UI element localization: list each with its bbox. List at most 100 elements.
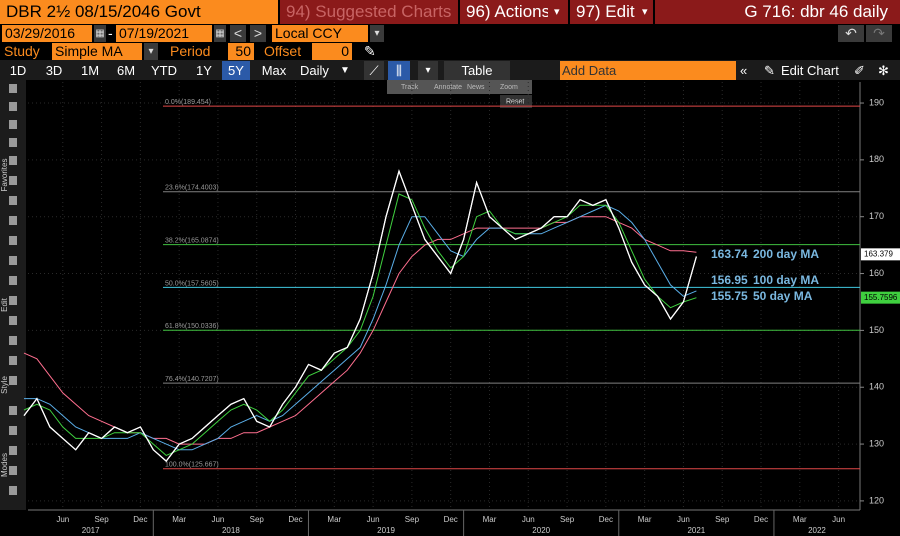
range-button[interactable]: 1Y [196,63,212,78]
y-tick-label: 140 [869,382,884,392]
x-tick-label: Sep [250,515,265,524]
chart-tool: News [467,84,485,91]
x-tick-label: Mar [638,515,652,524]
reset-label[interactable]: Reset [506,98,524,105]
collapse-icon[interactable]: « [740,63,748,78]
calendar-icon[interactable]: ▦ [214,25,226,42]
frequency-menu[interactable]: Daily [300,63,329,78]
year-label: 2019 [377,526,395,535]
ma-name: 100 day MA [753,273,819,287]
x-tick-label: Sep [94,515,109,524]
x-tick-label: Jun [367,515,380,524]
range-button[interactable]: 1D [9,63,27,78]
moving-average [23,193,697,456]
currency-field[interactable]: Local CCY [272,25,368,42]
range-button[interactable]: 5Y [222,61,250,80]
draw-icon[interactable]: ✐ [854,63,865,78]
x-tick-label: Sep [560,515,575,524]
x-tick-label: Jun [832,515,845,524]
tool-group-label: Modes [0,453,9,477]
x-tick-label: Sep [715,515,730,524]
fib-label: 0.0%(189.454) [165,99,211,106]
x-tick-label: Mar [327,515,341,524]
add-data-field[interactable]: Add Data [560,61,736,80]
tool-group-label: Style [0,376,9,394]
edit-chart-icon[interactable]: ✎ [764,63,775,78]
frequency-caret[interactable]: ▼ [340,65,350,76]
offset-field[interactable]: 0 [312,43,352,60]
year-label: 2020 [532,526,550,535]
fib-label: 76.4%(140.7207) [165,376,219,383]
offset-label: Offset [264,43,302,59]
chart-tool: Track [401,84,419,91]
start-date[interactable]: 03/29/2016 [2,25,92,42]
y-tick-label: 120 [869,495,884,505]
x-tick-label: Dec [754,515,768,524]
security-field[interactable]: DBR 2½ 08/15/2046 Govt [0,0,278,24]
ma-value: 163.74 [711,247,748,261]
x-tick-label: Dec [444,515,458,524]
ma-value: 156.95 [711,273,748,287]
settings-icon[interactable]: ✻ [878,63,889,78]
table-button[interactable]: Table [444,61,510,80]
tool-icons [9,84,17,495]
date-separator: - [108,25,113,41]
fib-label: 61.8%(150.0336) [165,323,219,330]
chart-tool: Zoom [500,84,518,91]
function-code: G 716: dbr 46 daily [655,0,900,24]
fib-label: 100.0%(125.667) [165,462,219,469]
price-line [23,169,697,462]
year-label: 2022 [808,526,826,535]
y-tick-label: 170 [869,211,884,221]
next-button[interactable]: > [250,25,266,42]
currency-caret[interactable]: ▾ [370,25,384,42]
x-tick-label: Jun [211,515,224,524]
x-tick-label: Mar [793,515,807,524]
period-field[interactable]: 50 [228,43,254,60]
x-tick-label: Jun [56,515,69,524]
chart-toolbar [387,80,532,94]
y-tick-label: 190 [869,97,884,107]
price-tag-label: 155.7596 [864,293,898,302]
undo-button[interactable]: ↶ [838,25,864,42]
year-label: 2021 [687,526,705,535]
moving-average [24,204,697,451]
chart-type-caret[interactable]: ▾ [418,61,438,80]
range-button[interactable]: YTD [151,63,177,78]
year-label: 2017 [82,526,100,535]
tool-group-label: Favorites [0,159,9,192]
x-tick-label: Dec [133,515,147,524]
actions-caret[interactable]: ▾ [548,0,568,24]
range-button[interactable]: 6M [116,63,136,78]
fib-label: 38.2%(165.0874) [165,237,219,244]
x-tick-label: Jun [522,515,535,524]
year-label: 2018 [222,526,240,535]
pencil-icon[interactable]: ✎ [364,43,376,59]
redo-button[interactable]: ↷ [866,25,892,42]
prev-button[interactable]: < [230,25,246,42]
suggested-charts[interactable]: 94) Suggested Charts [280,0,458,24]
study-label: Study [4,43,40,59]
edit-chart-button[interactable]: Edit Chart [781,63,839,78]
y-tick-label: 160 [869,268,884,278]
calendar-icon[interactable]: ▦ [94,25,106,42]
x-tick-label: Dec [599,515,613,524]
ma-name: 200 day MA [753,247,819,261]
x-tick-label: Mar [483,515,497,524]
reset-button[interactable] [500,95,532,108]
line-icon[interactable]: ⟋ [364,61,384,80]
edit-caret[interactable]: ▾ [636,0,653,24]
candle-icon[interactable]: ⫼ [388,61,410,80]
tool-strip [0,80,26,510]
study-caret[interactable]: ▾ [144,43,158,60]
edit-menu[interactable]: 97) Edit [570,0,636,24]
range-button[interactable]: 3D [45,63,63,78]
x-tick-label: Dec [288,515,302,524]
range-button[interactable]: 1M [80,63,100,78]
end-date[interactable]: 07/19/2021 [116,25,212,42]
actions-menu[interactable]: 96) Actions [460,0,548,24]
fib-label: 50.0%(157.5605) [165,280,219,287]
range-button[interactable]: Max [261,63,287,78]
study-field[interactable]: Simple MA [52,43,142,60]
